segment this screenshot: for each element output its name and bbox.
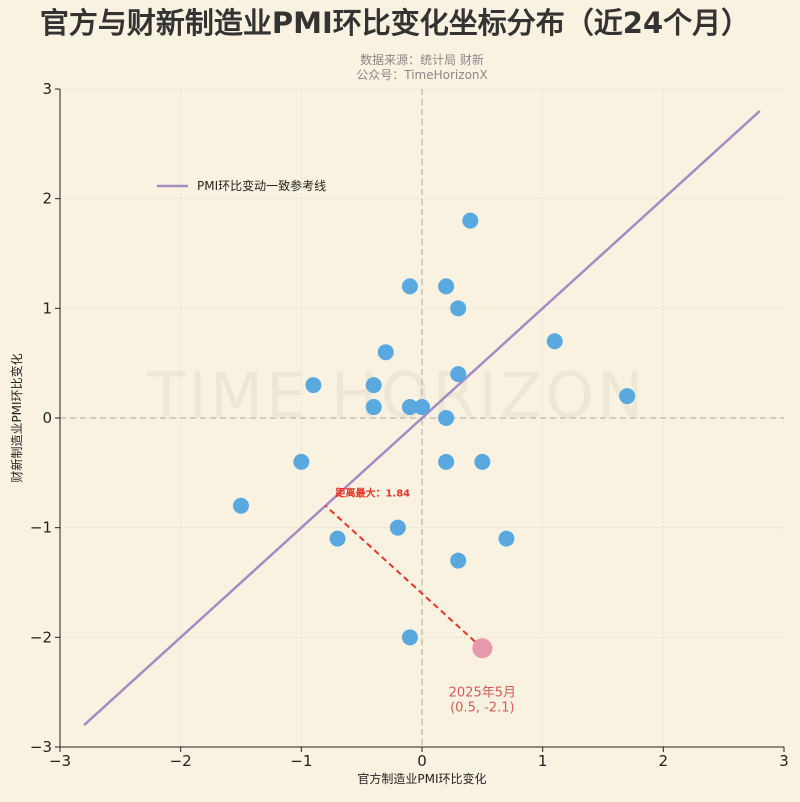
data-point: [438, 453, 455, 470]
data-point: [233, 497, 249, 514]
y-tick-label: 0: [42, 409, 52, 427]
chart-title: 官方与财新制造业PMI环比变化坐标分布（近24个月）: [40, 6, 750, 40]
data-point: [619, 388, 636, 405]
x-tick-label: 0: [417, 752, 427, 770]
highlight-point: [472, 638, 493, 659]
y-tick-label: 2: [42, 190, 52, 208]
legend: PMI环比变动一致参考线: [157, 178, 326, 193]
data-point: [450, 552, 467, 569]
y-tick-label: 3: [42, 80, 52, 98]
x-tick-label: −2: [170, 752, 192, 770]
data-point: [293, 453, 310, 470]
x-tick-label: −3: [49, 752, 71, 770]
x-tick-label: −1: [290, 752, 312, 770]
distance-label: 距离最大：1.84: [335, 487, 410, 500]
data-point: [377, 344, 394, 361]
data-point: [305, 377, 322, 394]
reference-line: [83, 110, 761, 726]
data-point: [498, 530, 515, 547]
data-point: [450, 366, 467, 383]
data-point: [546, 333, 563, 350]
x-tick-label: 1: [538, 752, 548, 770]
data-point: [474, 453, 491, 470]
data-point: [450, 300, 467, 317]
highlight-label-date: 2025年5月: [449, 685, 516, 700]
x-axis-label: 官方制造业PMI环比变化: [357, 771, 486, 786]
subtitle-line-1: 数据来源：统计局 财新: [360, 52, 484, 67]
legend-label: PMI环比变动一致参考线: [197, 178, 326, 193]
data-point: [365, 377, 382, 394]
y-tick-label: 1: [42, 299, 52, 317]
data-point: [438, 410, 455, 426]
data-point: [389, 519, 406, 536]
data-point: [329, 530, 346, 547]
highlight-label-coords: (0.5, -2.1): [450, 700, 514, 715]
data-point: [462, 212, 479, 229]
data-point: [438, 278, 455, 295]
y-tick-label: −1: [30, 519, 52, 537]
watermark: TIME HORIZON: [147, 359, 647, 432]
x-tick-label: 2: [659, 752, 669, 770]
subtitle-line-2: 公众号：TimeHorizonX: [356, 68, 487, 82]
y-tick-label: −2: [30, 628, 52, 646]
x-tick-label: 3: [779, 752, 789, 770]
data-point: [365, 399, 382, 416]
y-tick-label: −3: [30, 738, 52, 756]
data-point: [401, 399, 418, 416]
y-axis-label: 财新制造业PMI环比变化: [9, 353, 24, 482]
data-point: [414, 399, 430, 416]
data-point: [401, 278, 418, 295]
distance-line: [324, 504, 484, 650]
data-point: [401, 629, 418, 646]
